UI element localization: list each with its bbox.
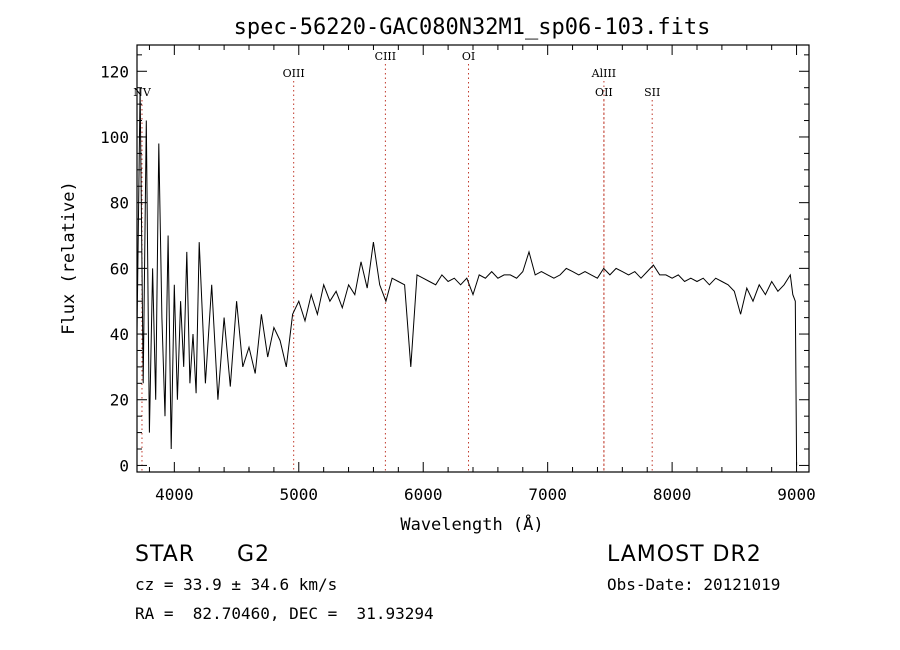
plot-frame xyxy=(136,44,810,473)
y-axis-label: Flux (relative) xyxy=(59,181,79,335)
y-tick-label: 80 xyxy=(110,194,129,213)
object-subclass: G2 xyxy=(237,542,271,567)
x-axis-ticks: 4000 5000 6000 7000 8000 9000 xyxy=(148,45,816,504)
x-axis-label: Wavelength (Å) xyxy=(400,513,543,535)
marker-label: OII xyxy=(595,86,613,99)
marker-label: NV xyxy=(133,86,152,99)
marker-label: AlIII xyxy=(591,67,617,80)
observation-date: Obs-Date: 20121019 xyxy=(607,575,781,594)
marker-label: OIII xyxy=(283,67,305,80)
x-tick-label: 6000 xyxy=(404,485,443,504)
y-tick-label: 120 xyxy=(100,62,129,81)
x-tick-label: 7000 xyxy=(528,485,567,504)
x-tick-label: 5000 xyxy=(280,485,319,504)
chart-title: spec-56220-GAC080N32M1_sp06-103.fits xyxy=(234,15,711,40)
y-tick-label: 20 xyxy=(110,391,129,410)
coordinates: RA = 82.70460, DEC = 31.93294 xyxy=(135,604,434,623)
object-class: STAR xyxy=(135,542,196,567)
y-axis-ticks: 0 20 40 60 80 100 120 xyxy=(100,54,809,475)
y-tick-label: 40 xyxy=(110,325,129,344)
spectrum-line xyxy=(136,87,798,466)
x-tick-label: 4000 xyxy=(155,485,194,504)
y-tick-label: 60 xyxy=(110,259,129,278)
marker-label: OI xyxy=(462,50,475,63)
x-tick-label: 8000 xyxy=(653,485,692,504)
marker-label: CIII xyxy=(375,50,396,63)
emission-line-markers: NV OIII CIII OI AlIII OII SII xyxy=(133,50,660,472)
x-tick-label: 9000 xyxy=(777,485,816,504)
marker-label: SII xyxy=(644,86,660,99)
y-tick-label: 100 xyxy=(100,128,129,147)
redshift-velocity: cz = 33.9 ± 34.6 km/s xyxy=(135,575,338,594)
y-tick-label: 0 xyxy=(119,456,129,475)
survey-name: LAMOST DR2 xyxy=(607,542,762,567)
